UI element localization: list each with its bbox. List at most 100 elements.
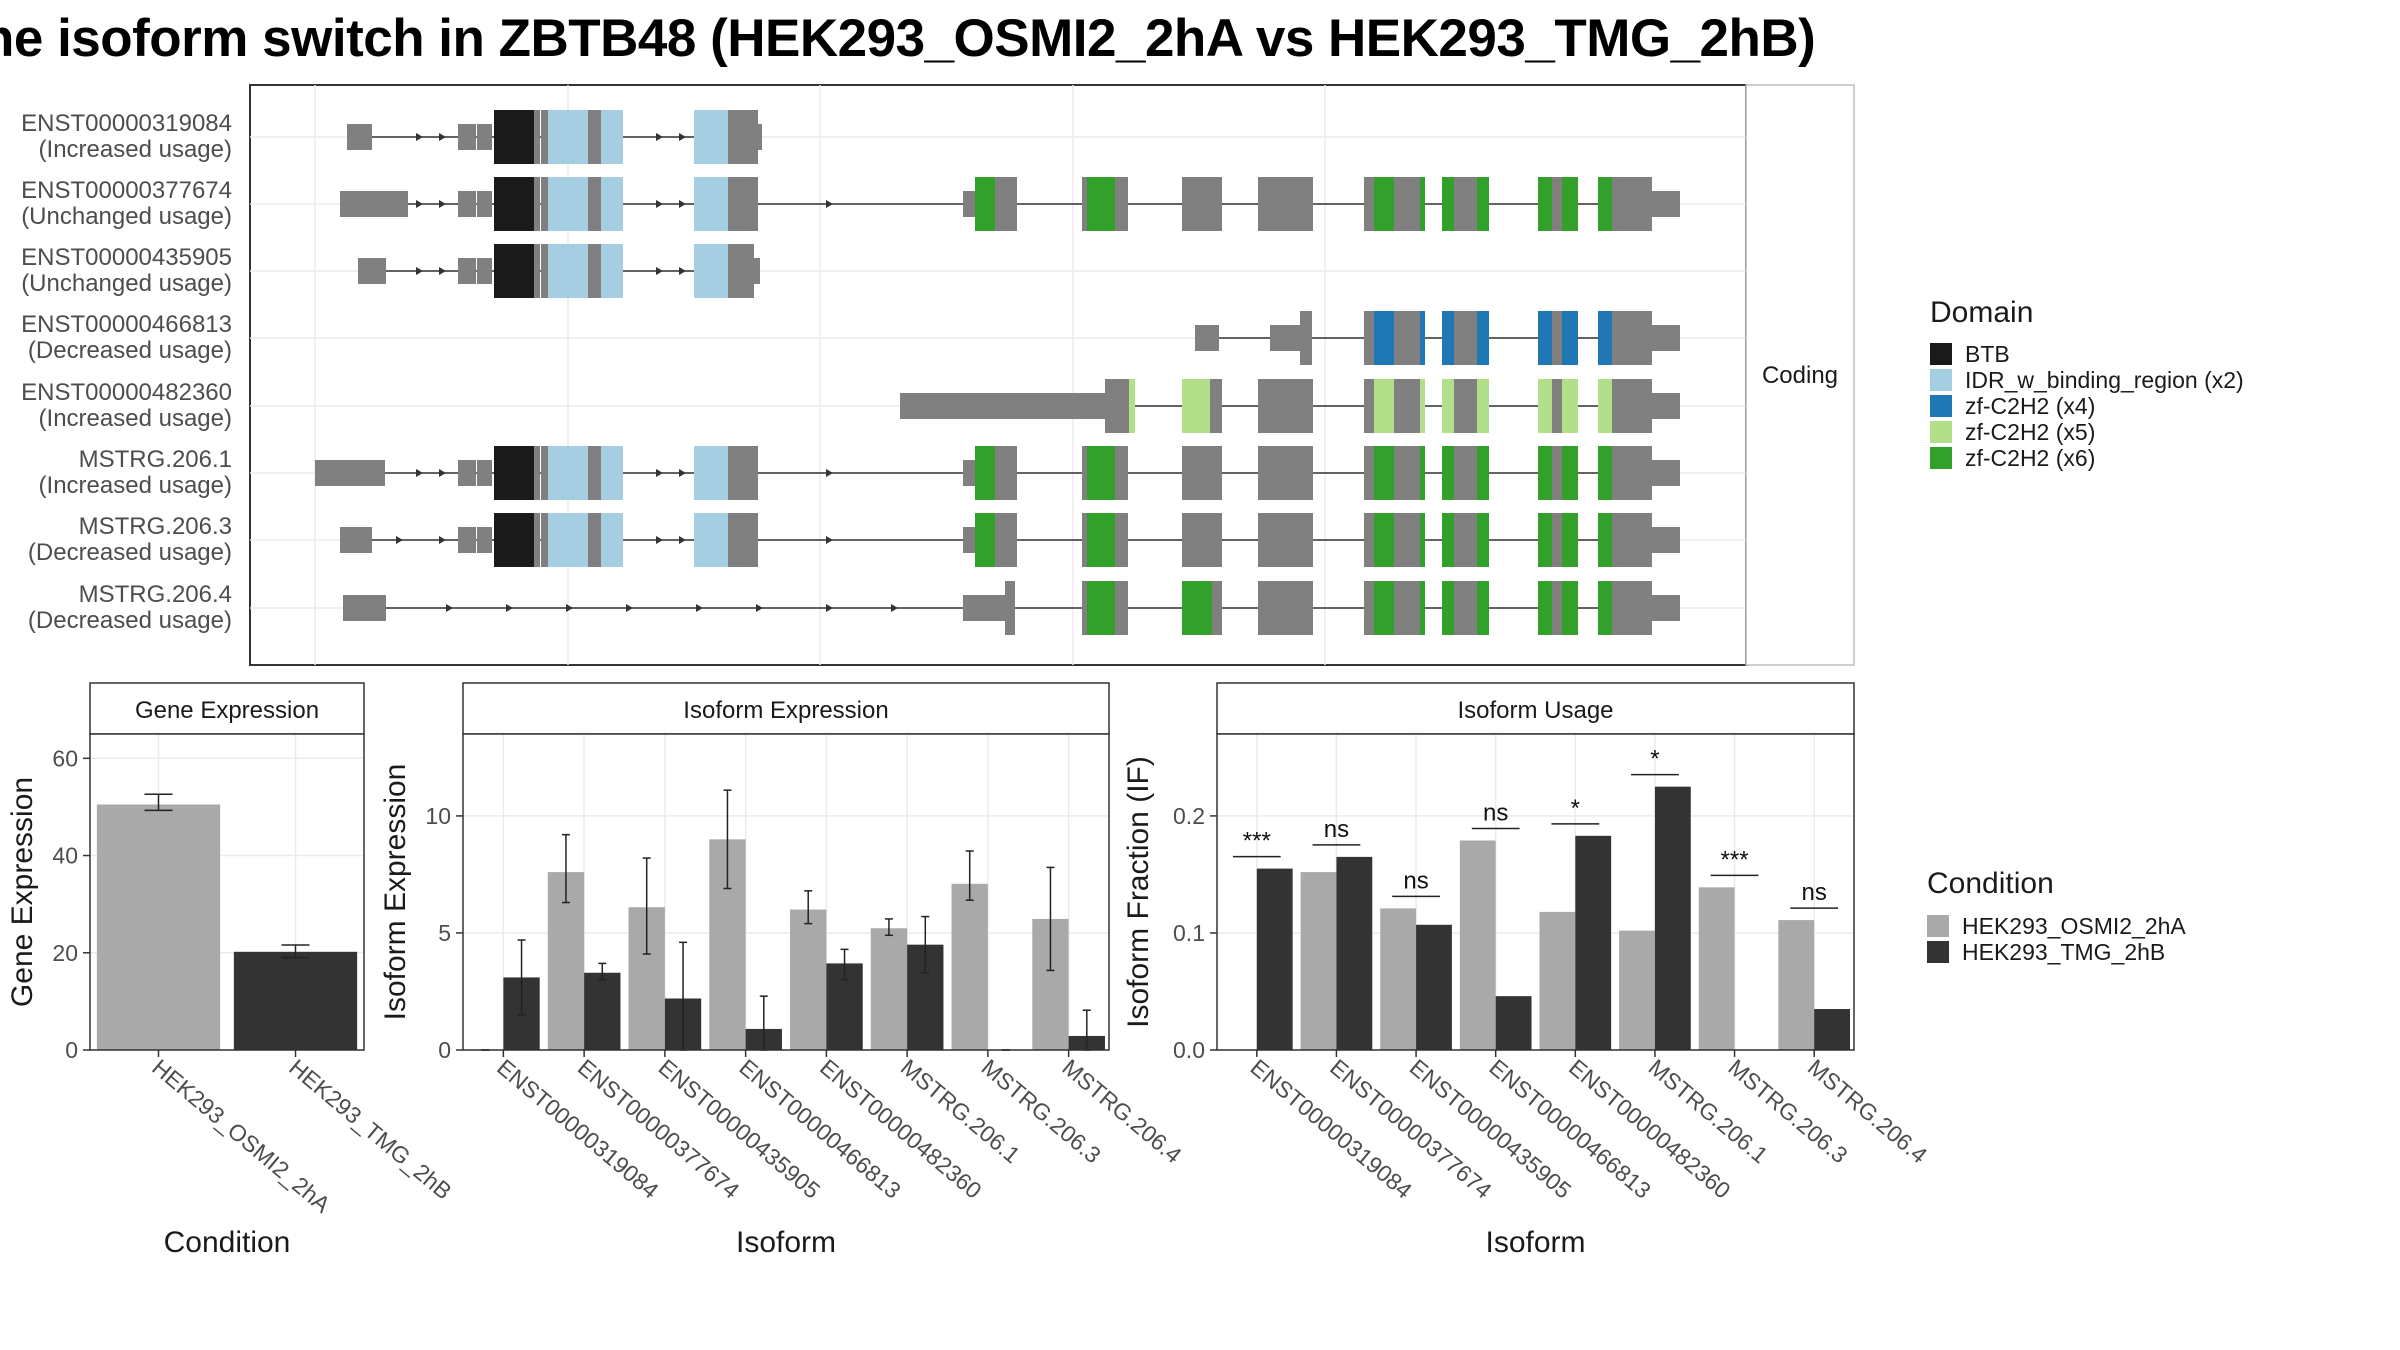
domain-segment [975,177,995,231]
y-tick-label: 0 [438,1037,451,1063]
exon [1394,446,1420,500]
bar [1300,872,1337,1050]
y-tick-label: 40 [52,843,78,869]
domain-segment [548,446,588,500]
exon [1552,177,1562,231]
domain-segment [601,446,623,500]
exon [1082,513,1087,567]
domain-segment [494,177,534,231]
legend-domain-item: zf-C2H2 (x4) [1965,393,2095,419]
exon [534,513,540,567]
exon [1115,513,1128,567]
chart-title: Isoform Expression [683,697,888,724]
exon [340,191,408,217]
exon [963,595,1005,621]
exon [1652,527,1680,553]
bar [1575,835,1612,1050]
strand-arrow [679,536,686,544]
exon [1005,581,1015,635]
significance-label: *** [1721,846,1749,873]
domain-segment [1538,177,1552,231]
exon [1454,177,1477,231]
domain-segment [1420,581,1425,635]
exon [477,124,492,150]
isoform-usage-label: (Increased usage) [39,136,232,163]
domain-segment [1538,379,1552,433]
exon [1300,311,1312,365]
exon [728,513,758,567]
legend-condition-item: HEK293_TMG_2hB [1962,939,2165,965]
domain-segment [1087,581,1115,635]
exon [343,595,386,621]
exon [588,110,601,164]
bar [1778,920,1815,1050]
legend-key [1930,395,1952,417]
legend-domain-item: IDR_w_binding_region (x2) [1965,367,2244,393]
exon [1394,177,1420,231]
strand-arrow [439,469,446,477]
exon [1652,460,1680,486]
transcript-1 [340,177,1680,231]
significance-label: *** [1243,828,1271,855]
exon [1394,581,1420,635]
x-axis-label: Isoform [736,1226,836,1259]
exon [963,460,975,486]
isoform-usage-label: (Increased usage) [39,405,232,432]
exon [1394,311,1420,365]
exon [1612,581,1652,635]
exon [1115,581,1128,635]
exon [458,527,476,553]
isoform-label: ENST00000482360 [21,379,232,406]
exon [458,258,476,284]
isoform-usage-label: (Unchanged usage) [21,203,232,230]
exon [588,513,601,567]
legend-key [1930,447,1952,469]
exon [534,177,540,231]
strand-arrow [679,469,686,477]
strand-arrow [439,200,446,208]
strand-arrow [626,604,633,612]
exon [477,527,492,553]
exon [728,110,758,164]
domain-segment [548,513,588,567]
significance-label: ns [1403,867,1428,894]
exon [541,110,548,164]
significance-label: * [1650,746,1659,773]
bar [1539,911,1576,1050]
exon [534,110,540,164]
domain-segment [1442,513,1454,567]
y-tick-label: 0.0 [1173,1037,1205,1063]
x-axis-label: Condition [164,1226,291,1259]
bar [1814,1009,1851,1050]
isoform-usage-label: (Decreased usage) [28,607,232,634]
domain-segment [548,244,588,298]
exon [477,258,492,284]
domain-segment [1374,311,1394,365]
bar [1619,930,1655,1050]
strand-arrow [416,133,423,141]
isoform-label: ENST00000466813 [21,311,232,338]
strand-arrow [656,200,663,208]
domain-segment [1598,177,1612,231]
domain-segment [601,513,623,567]
domain-segment [494,110,534,164]
domain-segment [1442,311,1454,365]
domain-segment [1562,311,1578,365]
exon [1082,581,1087,635]
exon [1612,379,1652,433]
exon [1082,446,1087,500]
exon [458,124,476,150]
domain-segment [1598,581,1612,635]
exon [1182,446,1222,500]
x-axis-label: Isoform [1485,1226,1585,1259]
domain-segment [1442,379,1454,433]
transcript-7 [343,581,1680,635]
exon [315,460,385,486]
domain-segment [548,110,588,164]
domain-segment [1562,177,1578,231]
plot-frame [89,733,365,1051]
transcript-0 [347,110,762,164]
y-tick-label: 10 [425,803,451,829]
domain-segment [1538,513,1552,567]
